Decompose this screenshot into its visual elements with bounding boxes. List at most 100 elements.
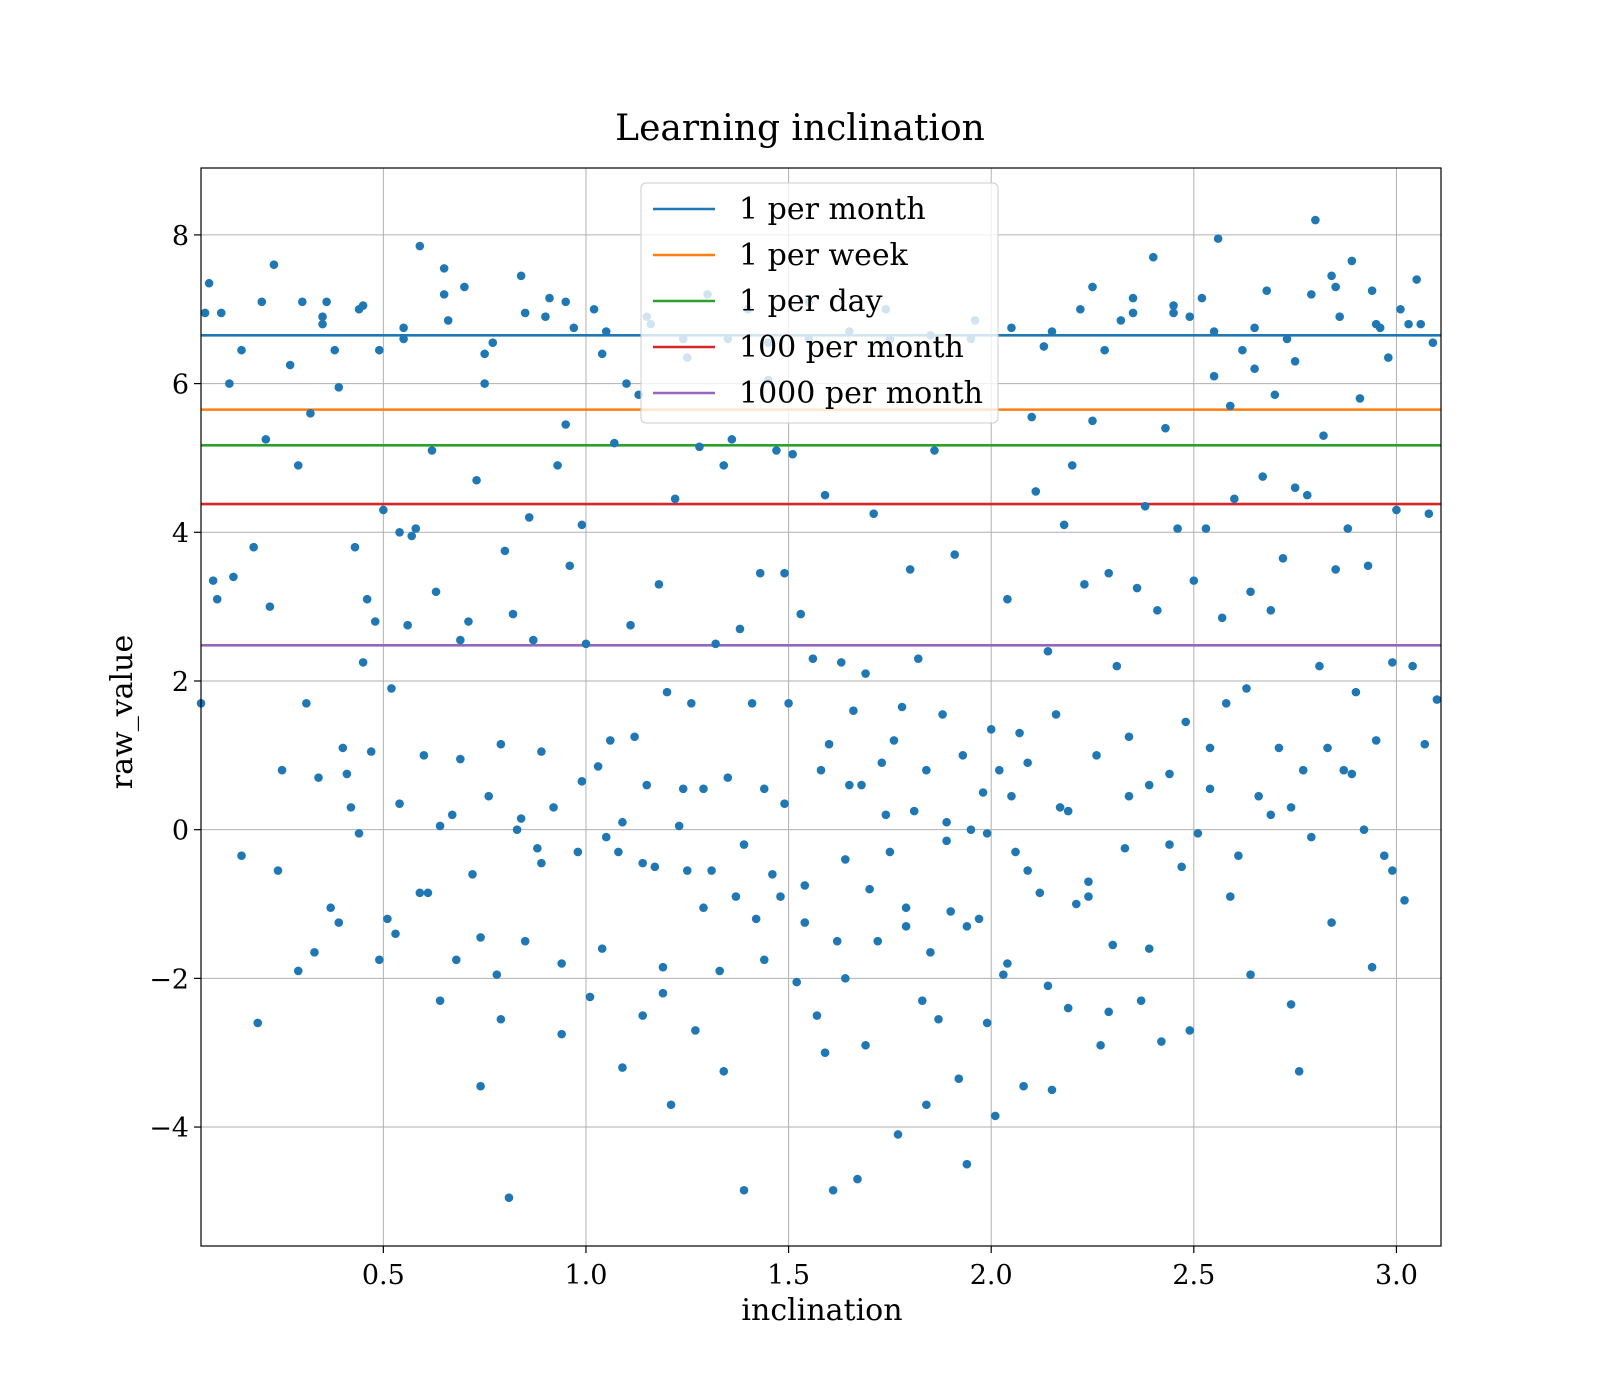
data-point bbox=[500, 546, 510, 556]
data-point bbox=[662, 687, 672, 697]
data-point bbox=[682, 866, 692, 875]
data-point bbox=[861, 1040, 870, 1050]
data-point bbox=[836, 658, 846, 667]
data-point bbox=[395, 527, 404, 537]
data-point bbox=[962, 922, 972, 931]
data-point bbox=[1347, 769, 1357, 779]
data-point bbox=[1246, 587, 1255, 597]
data-point bbox=[342, 769, 352, 779]
data-point bbox=[375, 955, 384, 965]
data-point bbox=[601, 327, 611, 336]
data-point bbox=[569, 323, 579, 333]
data-point bbox=[1388, 866, 1397, 875]
data-point bbox=[573, 847, 583, 857]
data-point bbox=[1047, 1085, 1057, 1095]
data-point bbox=[520, 308, 530, 318]
data-point bbox=[1011, 847, 1020, 857]
data-point bbox=[1416, 319, 1426, 329]
data-point bbox=[1351, 687, 1361, 697]
data-point bbox=[1124, 791, 1134, 801]
data-point bbox=[496, 739, 506, 749]
data-point bbox=[913, 654, 923, 663]
data-point bbox=[1015, 728, 1024, 738]
data-point bbox=[966, 825, 976, 834]
legend-label: 1000 per month bbox=[739, 376, 983, 411]
data-point bbox=[808, 654, 818, 663]
data-point bbox=[1424, 509, 1434, 519]
legend-label: 1 per month bbox=[739, 192, 926, 227]
data-point bbox=[638, 1011, 647, 1020]
data-point bbox=[383, 914, 392, 924]
data-point bbox=[1108, 940, 1118, 950]
data-point bbox=[415, 241, 425, 251]
data-point bbox=[480, 349, 489, 359]
data-point bbox=[1392, 505, 1401, 515]
data-point bbox=[1404, 319, 1413, 329]
data-point bbox=[1136, 996, 1146, 1005]
data-point bbox=[812, 1011, 822, 1020]
data-point bbox=[1084, 892, 1093, 901]
data-point bbox=[1339, 765, 1349, 775]
data-point bbox=[1055, 803, 1065, 812]
data-point bbox=[1128, 293, 1138, 303]
data-point bbox=[581, 639, 591, 649]
legend: 1 per month 1 per week 1 per day 100 per mo… bbox=[640, 182, 999, 424]
data-point bbox=[375, 345, 384, 355]
plot-area-frame bbox=[200, 167, 1442, 1247]
data-point bbox=[1088, 416, 1097, 426]
data-point bbox=[1019, 1081, 1028, 1091]
data-point bbox=[1384, 353, 1393, 362]
data-point bbox=[318, 319, 327, 329]
data-point bbox=[849, 706, 858, 716]
data-point bbox=[658, 988, 668, 998]
data-point bbox=[1205, 784, 1215, 794]
chart-title: Learning inclination bbox=[615, 108, 985, 149]
data-point bbox=[362, 594, 372, 604]
data-point bbox=[302, 698, 311, 708]
data-point bbox=[1003, 959, 1012, 968]
data-point bbox=[841, 855, 850, 864]
data-point bbox=[776, 892, 785, 901]
data-point bbox=[346, 803, 356, 812]
data-point bbox=[1193, 829, 1203, 838]
data-point bbox=[909, 806, 919, 816]
data-point bbox=[1124, 732, 1134, 742]
data-point bbox=[1266, 810, 1276, 820]
data-point bbox=[678, 784, 688, 794]
data-point bbox=[1047, 327, 1057, 336]
data-point bbox=[893, 1130, 903, 1139]
data-point bbox=[901, 903, 911, 913]
data-point bbox=[735, 624, 745, 634]
data-point bbox=[1412, 275, 1421, 284]
data-point bbox=[585, 992, 595, 1002]
data-point bbox=[1294, 1066, 1304, 1076]
data-point bbox=[1096, 1040, 1105, 1050]
data-point bbox=[468, 869, 477, 879]
data-point bbox=[999, 970, 1008, 979]
data-point bbox=[1144, 780, 1154, 790]
data-point bbox=[942, 817, 951, 827]
data-point bbox=[986, 725, 996, 734]
data-point bbox=[520, 936, 530, 946]
axis-ticks: 0.5 1.0 1.5 2.0 2.5 3.0 −4 −2 0 2 4 6 8 bbox=[149, 221, 1418, 1291]
data-point bbox=[261, 435, 271, 444]
data-point bbox=[1428, 338, 1438, 348]
data-point bbox=[1039, 342, 1049, 351]
data-point bbox=[553, 461, 562, 470]
data-point bbox=[905, 565, 915, 574]
data-point bbox=[800, 918, 810, 927]
data-point bbox=[982, 1018, 992, 1028]
data-point bbox=[545, 293, 554, 303]
data-point bbox=[597, 944, 607, 953]
data-point bbox=[488, 338, 498, 348]
data-point bbox=[1063, 1003, 1073, 1013]
data-point bbox=[1298, 765, 1308, 775]
legend-label: 1 per week bbox=[739, 238, 909, 273]
data-point bbox=[865, 884, 874, 894]
data-point bbox=[460, 282, 469, 292]
data-point bbox=[1100, 345, 1109, 355]
data-point bbox=[216, 308, 226, 318]
data-point bbox=[273, 866, 283, 875]
data-point bbox=[1067, 461, 1077, 470]
data-point bbox=[1400, 895, 1409, 905]
